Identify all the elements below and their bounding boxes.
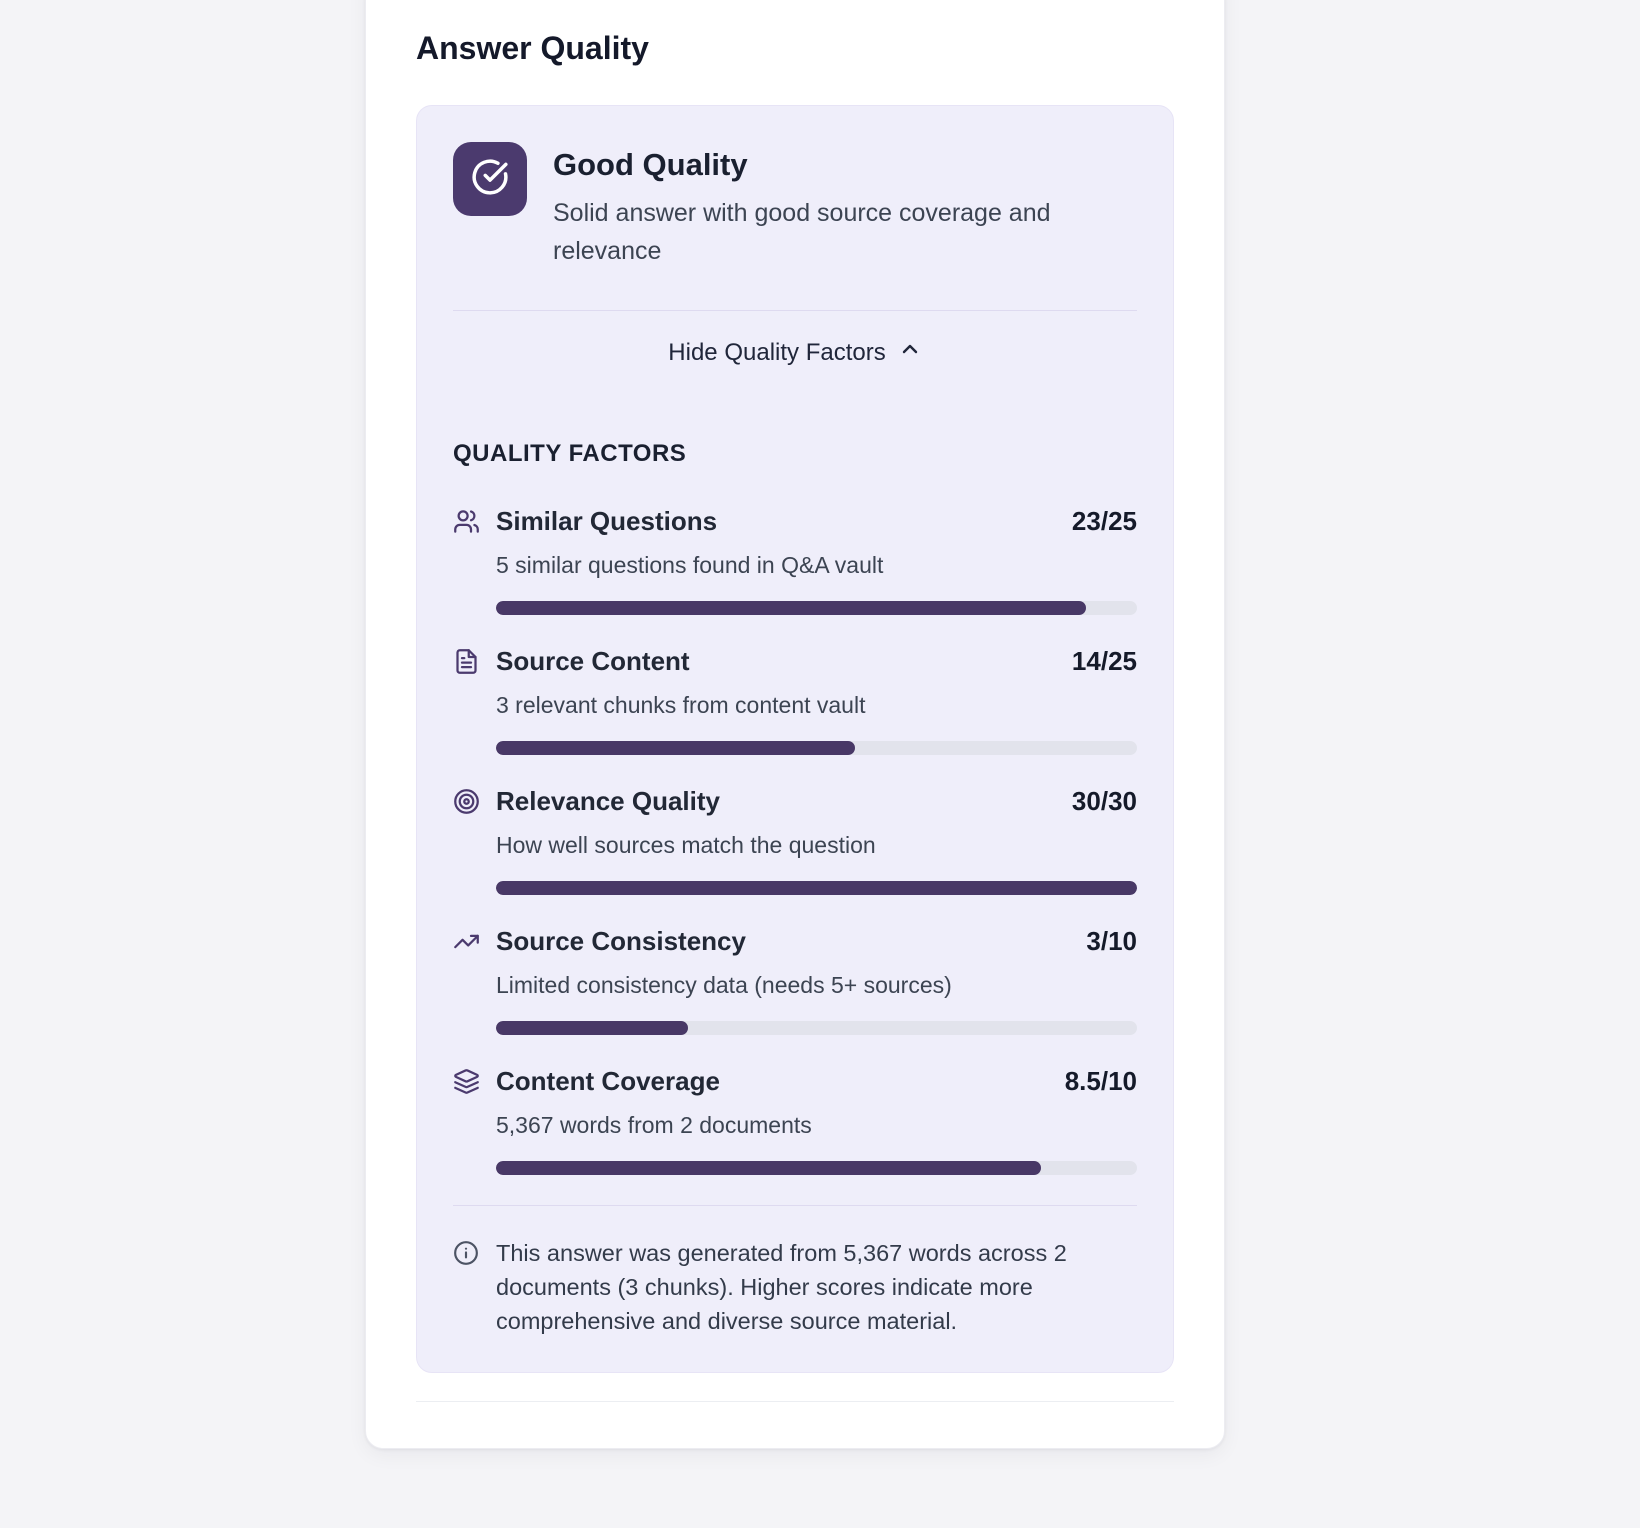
- quality-summary-panel: Good Quality Solid answer with good sour…: [416, 105, 1174, 1373]
- toggle-label: Hide Quality Factors: [668, 339, 886, 366]
- factor-label: Content Coverage: [496, 1066, 720, 1096]
- info-note-text: This answer was generated from 5,367 wor…: [496, 1240, 1067, 1334]
- info-icon: [453, 1240, 479, 1266]
- quality-factor-row: Relevance Quality 30/30 How well sources…: [453, 785, 1137, 895]
- factor-progress-fill: [496, 1021, 689, 1035]
- factor-description: 5,367 words from 2 documents: [496, 1112, 812, 1138]
- factor-score: 3/10: [1086, 926, 1137, 956]
- factor-score: 14/25: [1071, 646, 1137, 676]
- target-icon: [453, 788, 480, 815]
- users-icon: [453, 508, 480, 535]
- trending-up-icon: [453, 928, 480, 955]
- summary-header: Good Quality Solid answer with good sour…: [453, 142, 1137, 270]
- factor-score: 23/25: [1071, 506, 1137, 536]
- page-title: Answer Quality: [416, 30, 649, 66]
- factor-description: 3 relevant chunks from content vault: [496, 692, 866, 718]
- answer-quality-card: Answer Quality Good Quality Solid answer…: [365, 0, 1225, 1449]
- summary-divider: [453, 310, 1137, 311]
- factor-progress-fill: [496, 741, 855, 755]
- factor-progress-bar: [496, 1161, 1137, 1175]
- factor-progress-fill: [496, 881, 1137, 895]
- factor-score: 8.5/10: [1064, 1066, 1137, 1096]
- summary-subtitle: Solid answer with good source coverage a…: [553, 199, 1051, 265]
- quality-factor-row: Similar Questions 23/25 5 similar questi…: [453, 505, 1137, 615]
- factor-description: Limited consistency data (needs 5+ sourc…: [496, 972, 952, 998]
- document-icon: [453, 648, 480, 675]
- chevron-up-icon: [898, 337, 922, 369]
- generation-info-note: This answer was generated from 5,367 wor…: [453, 1236, 1137, 1338]
- factor-progress-bar: [496, 741, 1137, 755]
- factor-score: 30/30: [1071, 786, 1137, 816]
- quality-factor-row: Source Content 14/25 3 relevant chunks f…: [453, 645, 1137, 755]
- summary-title: Good Quality: [553, 147, 748, 182]
- factor-progress-bar: [496, 881, 1137, 895]
- factor-label: Similar Questions: [496, 506, 718, 536]
- factor-description: 5 similar questions found in Q&A vault: [496, 552, 884, 578]
- summary-texts: Good Quality Solid answer with good sour…: [553, 142, 1093, 270]
- factor-progress-fill: [496, 601, 1086, 615]
- factor-label: Relevance Quality: [496, 786, 720, 816]
- quality-factor-row: Content Coverage 8.5/10 5,367 words from…: [453, 1065, 1137, 1175]
- quality-badge: [453, 142, 527, 216]
- quality-factors-heading: QUALITY FACTORS: [453, 440, 687, 467]
- factor-progress-bar: [496, 601, 1137, 615]
- factor-progress-fill: [496, 1161, 1041, 1175]
- layers-icon: [453, 1068, 480, 1095]
- factor-label: Source Consistency: [496, 926, 746, 956]
- factor-progress-bar: [496, 1021, 1137, 1035]
- hide-quality-factors-toggle[interactable]: Hide Quality Factors: [453, 337, 1137, 369]
- card-bottom-divider: [416, 1401, 1174, 1402]
- note-divider: [453, 1205, 1137, 1206]
- factor-label: Source Content: [496, 646, 690, 676]
- factor-description: How well sources match the question: [496, 832, 876, 858]
- check-circle-icon: [471, 158, 509, 201]
- quality-factor-row: Source Consistency 3/10 Limited consiste…: [453, 925, 1137, 1035]
